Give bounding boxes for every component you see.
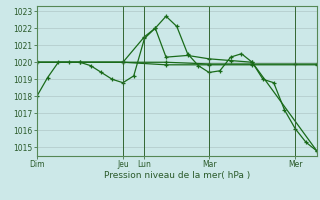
- X-axis label: Pression niveau de la mer( hPa ): Pression niveau de la mer( hPa ): [104, 171, 250, 180]
